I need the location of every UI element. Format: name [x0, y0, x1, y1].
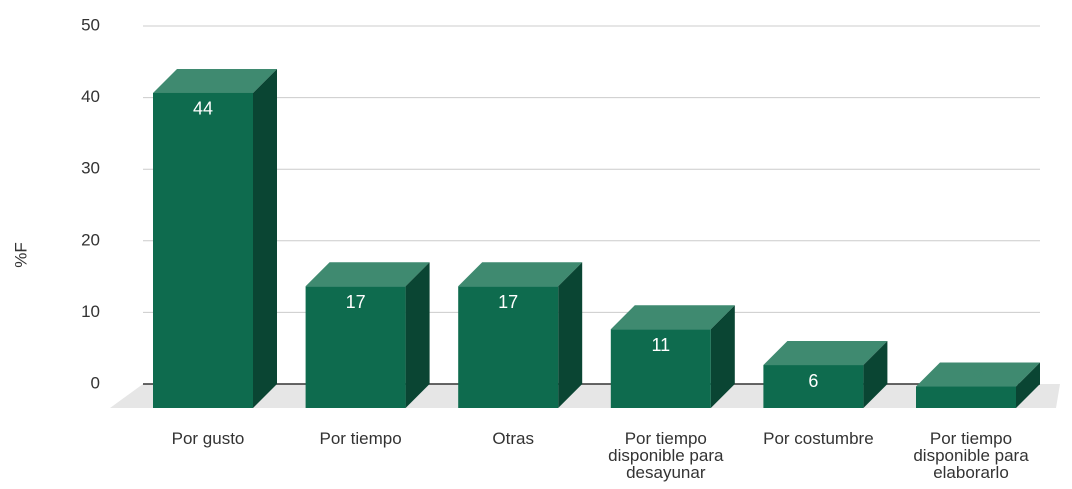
bar — [610, 329, 711, 408]
bar — [305, 286, 406, 408]
x-tick-label: Por tiempo — [319, 429, 401, 448]
x-tick-label: Por costumbre — [763, 429, 874, 448]
bar — [763, 365, 864, 408]
y-tick-label: 40 — [81, 87, 100, 106]
bar-top — [153, 68, 277, 93]
bar-side — [710, 305, 735, 408]
bar-top — [916, 362, 1040, 387]
bar — [916, 386, 1016, 408]
bar-side — [253, 68, 277, 409]
value-label: 11 — [651, 335, 670, 355]
y-tick-label: 0 — [91, 373, 100, 392]
x-tick-label: Por tiempo disponible para desayunar — [608, 429, 724, 482]
x-tick-label: Por gusto — [172, 429, 245, 448]
y-tick-label: 50 — [81, 15, 100, 34]
bar-top — [305, 262, 430, 287]
bar-side — [1016, 362, 1040, 408]
y-tick-label: 10 — [81, 302, 100, 321]
value-label: 44 — [193, 99, 213, 119]
value-label: 17 — [346, 292, 366, 312]
y-axis-label: %F — [11, 242, 30, 268]
bar — [153, 92, 253, 409]
bar-top — [610, 305, 735, 330]
x-tick-label: Otras — [492, 429, 534, 448]
value-label: 17 — [498, 292, 518, 312]
value-label: 6 — [808, 371, 818, 391]
bar-top — [763, 341, 888, 366]
y-tick-label: 30 — [81, 159, 100, 178]
bar-top — [458, 262, 583, 287]
value-label: 3 — [973, 361, 983, 381]
bar-side — [405, 262, 430, 408]
y-tick-label: 20 — [81, 230, 100, 249]
bar-side — [863, 341, 888, 408]
bar-side — [558, 262, 583, 408]
x-tick-label: Por tiempo disponible para elaborarlo — [913, 429, 1029, 482]
bar — [458, 286, 559, 408]
